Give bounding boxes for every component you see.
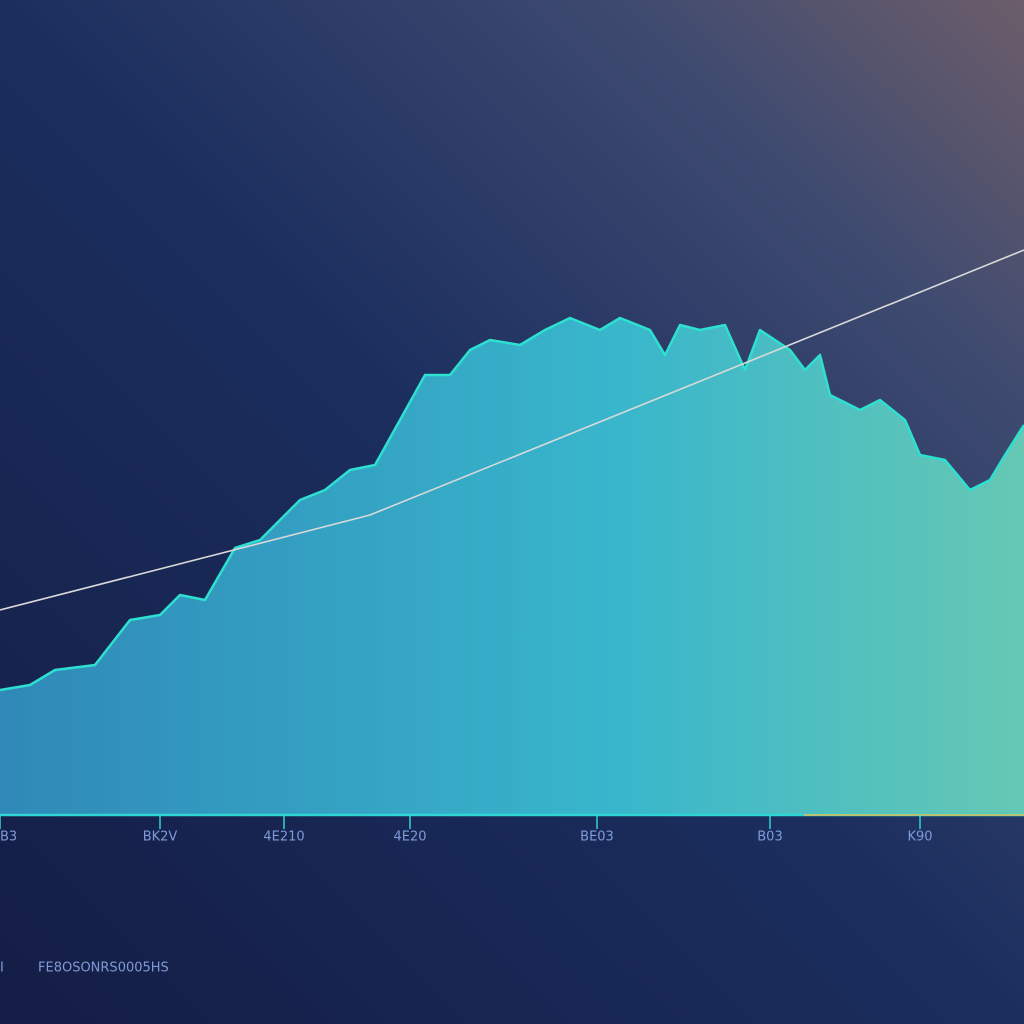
x-tick-label: BK2V xyxy=(143,830,178,845)
x-tick-label: B03 xyxy=(757,830,782,845)
x-tick-label: 4E20 xyxy=(393,830,426,845)
x-tick-label: 4E210 xyxy=(263,830,304,845)
area-edge xyxy=(0,316,1024,692)
x-tick-label: K90 xyxy=(907,830,932,845)
area xyxy=(0,318,1024,815)
footer-text: I xyxy=(0,961,4,976)
x-tick-label: BE03 xyxy=(580,830,614,845)
footer-text: FE8OSONRS0005HS xyxy=(38,961,169,976)
x-tick-label: B3 xyxy=(0,830,17,845)
trend-line xyxy=(0,249,1024,611)
